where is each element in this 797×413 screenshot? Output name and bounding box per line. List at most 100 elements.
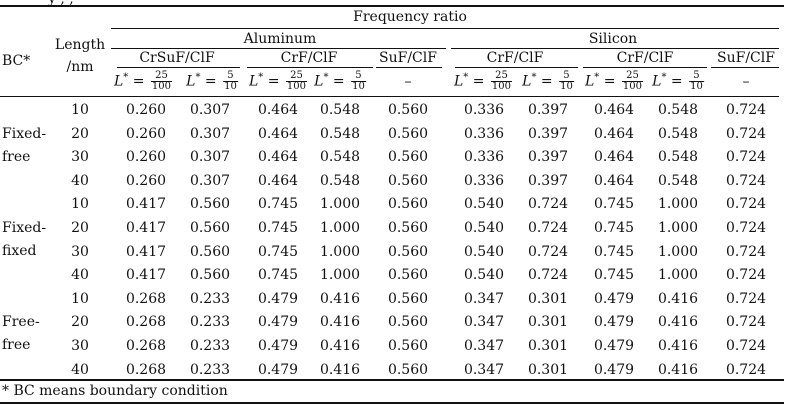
value-cell: 0.301 (527, 291, 569, 307)
value-cell: 0.560 (387, 362, 429, 378)
lstar-ratio-header: L* = 5 10 (522, 70, 574, 93)
aluminum-header: Aluminum (243, 31, 317, 47)
group-header: SuF/ClF (717, 50, 775, 66)
value-cell: 0.745 (593, 196, 635, 212)
value-cell: 0.548 (657, 126, 699, 142)
value-cell: 0.724 (725, 291, 767, 307)
value-cell: 0.347 (463, 338, 505, 354)
value-cell: 0.724 (725, 102, 767, 118)
value-cell: 0.724 (725, 267, 767, 283)
length-cell: 10 (71, 196, 89, 212)
value-cell: 0.301 (527, 314, 569, 330)
length-cell: 40 (71, 362, 89, 378)
value-cell: 0.464 (593, 102, 635, 118)
length-header: Length (54, 37, 106, 53)
value-cell: 0.479 (257, 362, 299, 378)
value-cell: 0.301 (527, 362, 569, 378)
value-cell: 0.233 (189, 362, 231, 378)
value-cell: 0.336 (463, 173, 505, 189)
length-cell: 20 (71, 314, 89, 330)
value-cell: 0.260 (125, 126, 167, 142)
value-cell: 1.000 (657, 267, 699, 283)
group-header: SuF/ClF (379, 50, 437, 66)
value-cell: 0.479 (257, 314, 299, 330)
value-cell: 0.745 (593, 267, 635, 283)
value-cell: 0.548 (319, 126, 361, 142)
value-cell: 0.479 (593, 338, 635, 354)
value-cell: 0.397 (527, 102, 569, 118)
group-header: CrSuF/ClF (139, 50, 215, 66)
value-cell: 0.560 (387, 267, 429, 283)
value-cell: 0.724 (527, 244, 569, 260)
value-cell: 0.336 (463, 126, 505, 142)
value-cell: 0.307 (189, 173, 231, 189)
value-cell: 0.416 (319, 362, 361, 378)
value-cell: 0.307 (189, 102, 231, 118)
value-cell: 0.724 (725, 362, 767, 378)
value-cell: 0.560 (189, 220, 231, 236)
value-cell: 1.000 (657, 220, 699, 236)
value-cell: 0.416 (319, 338, 361, 354)
value-cell: 0.548 (319, 102, 361, 118)
length-unit-header: /nm (66, 59, 94, 75)
lstar-ratio-header: L* = 25 100 (453, 70, 513, 93)
value-cell: 0.560 (387, 338, 429, 354)
length-cell: 30 (71, 149, 89, 165)
value-cell: 0.724 (725, 220, 767, 236)
length-cell: 20 (71, 220, 89, 236)
lstar-ratio-header: L* = 25 100 (248, 70, 308, 93)
value-cell: 0.724 (725, 173, 767, 189)
lstar-ratio-header: L* = 5 10 (652, 70, 704, 93)
value-cell: 0.540 (463, 196, 505, 212)
length-cell: 10 (71, 102, 89, 118)
value-cell: 0.560 (387, 220, 429, 236)
bc-header: BC* (2, 53, 31, 69)
length-cell: 20 (71, 126, 89, 142)
value-cell: 0.540 (463, 244, 505, 260)
value-cell: 0.464 (593, 173, 635, 189)
value-cell: 0.548 (319, 149, 361, 165)
value-cell: 0.560 (387, 196, 429, 212)
value-cell: 0.560 (387, 173, 429, 189)
value-cell: 0.260 (125, 173, 167, 189)
value-cell: 0.560 (387, 291, 429, 307)
value-cell: 0.724 (725, 244, 767, 260)
value-cell: 1.000 (319, 196, 361, 212)
value-cell: 0.560 (387, 314, 429, 330)
value-cell: 0.560 (387, 102, 429, 118)
value-cell: 0.268 (125, 362, 167, 378)
value-cell: 0.347 (463, 291, 505, 307)
bc-group-label: Free- (2, 314, 40, 330)
value-cell: 0.464 (593, 126, 635, 142)
value-cell: 0.397 (527, 126, 569, 142)
group-rule (583, 67, 707, 68)
value-cell: 0.479 (257, 291, 299, 307)
value-cell: 0.397 (527, 173, 569, 189)
value-cell: 1.000 (319, 267, 361, 283)
value-cell: 1.000 (319, 244, 361, 260)
value-cell: 0.479 (593, 314, 635, 330)
group-rule (117, 67, 240, 68)
dash: – (742, 74, 750, 90)
table-caption-partial: y , , (48, 0, 74, 7)
value-cell: 0.745 (257, 196, 299, 212)
value-cell: 0.416 (319, 291, 361, 307)
bc-group-label: Fixed- (2, 126, 47, 142)
value-cell: 0.560 (387, 149, 429, 165)
bc-group-label: free (2, 149, 31, 165)
value-cell: 0.347 (463, 314, 505, 330)
value-cell: 0.417 (125, 196, 167, 212)
value-cell: 1.000 (319, 220, 361, 236)
value-cell: 0.307 (189, 126, 231, 142)
value-cell: 0.724 (725, 149, 767, 165)
header-bottom-rule (0, 96, 779, 97)
lstar-ratio-header: L* = 5 10 (314, 70, 366, 93)
value-cell: 1.000 (657, 244, 699, 260)
value-cell: 0.724 (527, 196, 569, 212)
lstar-ratio-header: L* = 25 100 (113, 70, 173, 93)
group-header: CrF/ClF (486, 50, 544, 66)
value-cell: 1.000 (657, 196, 699, 212)
value-cell: 0.548 (657, 102, 699, 118)
silicon-rule (451, 48, 779, 49)
value-cell: 0.260 (125, 149, 167, 165)
